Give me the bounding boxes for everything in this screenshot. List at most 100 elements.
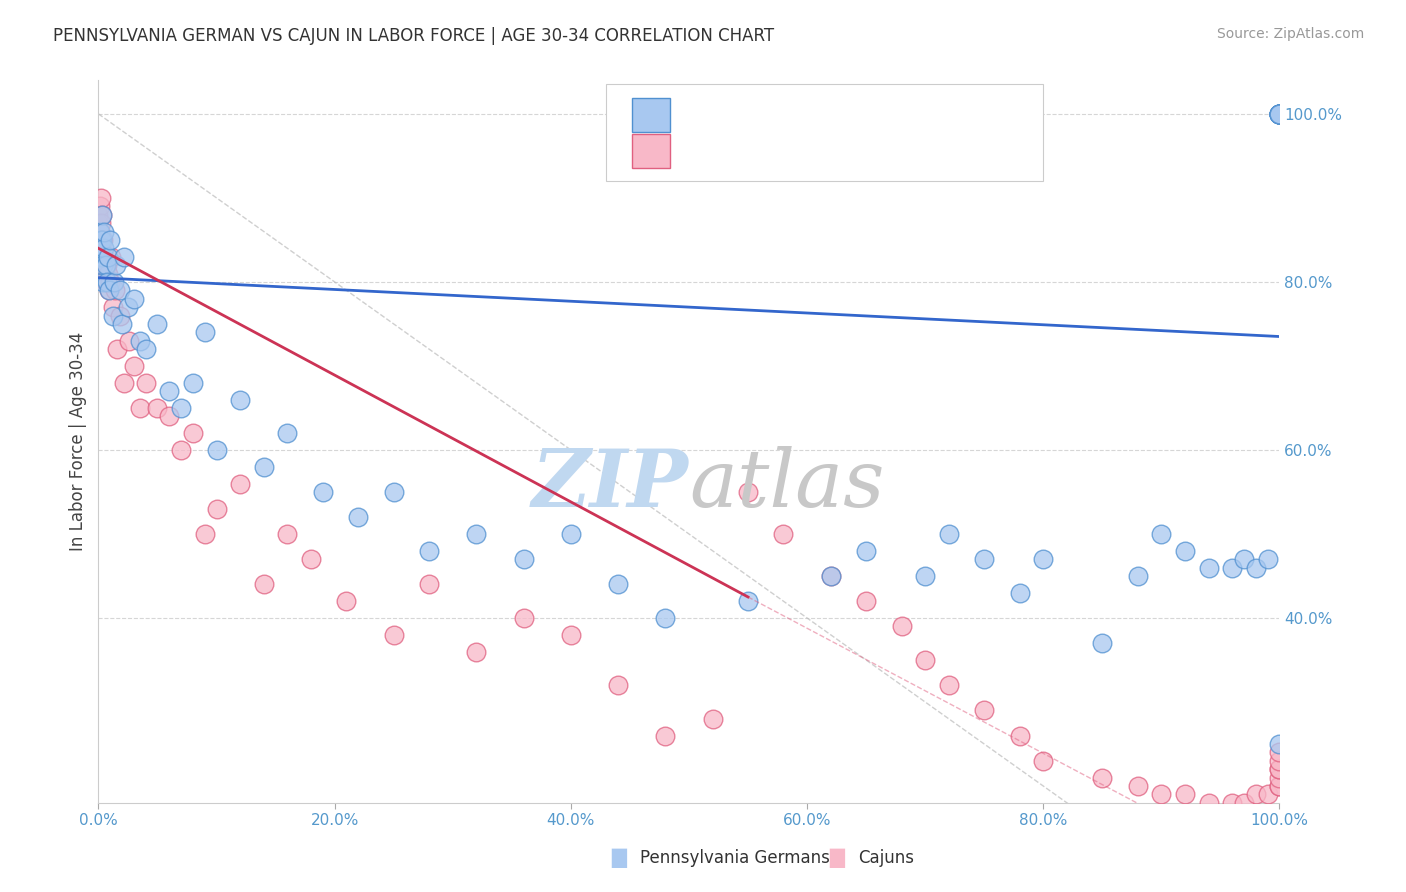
Point [87,208,110,222]
Point [108,283,131,297]
Point [1268,107,1291,121]
Point [1091,636,1114,650]
Point [1268,754,1291,768]
Point [96,258,118,272]
FancyBboxPatch shape [633,98,671,132]
Point [347,510,370,524]
Point [1244,560,1267,574]
Point [382,628,405,642]
Point [157,384,180,398]
Point [90,250,112,264]
Point [1150,788,1173,802]
Point [181,376,204,390]
Point [89,225,111,239]
Point [418,543,440,558]
Point [1268,745,1291,759]
Text: █: █ [830,848,844,868]
Point [93,267,115,281]
Point [96,275,118,289]
Point [512,611,534,625]
Point [112,250,135,264]
Point [607,678,630,692]
Point [89,241,111,255]
Point [205,501,228,516]
Point [146,317,169,331]
Text: N = 77: N = 77 [841,143,908,161]
Point [1268,737,1291,751]
Point [87,216,110,230]
Point [101,300,124,314]
Point [1268,771,1291,785]
Text: atlas: atlas [689,446,884,524]
Point [1198,796,1220,810]
Y-axis label: In Labor Force | Age 30-34: In Labor Force | Age 30-34 [69,332,87,551]
Point [1008,729,1031,743]
Point [105,258,128,272]
Point [90,216,112,230]
Point [1032,552,1054,566]
Point [512,552,534,566]
Point [654,611,676,625]
Point [105,342,128,356]
Point [112,376,135,390]
Point [205,442,228,457]
Point [890,619,912,633]
Point [101,309,124,323]
Point [820,569,842,583]
Point [1268,107,1291,121]
Point [91,250,114,264]
Point [93,241,115,255]
Point [104,283,127,297]
Text: █: █ [612,848,626,868]
Point [135,376,157,390]
Text: R = -0.064: R = -0.064 [685,106,790,124]
Text: R = -0.290: R = -0.290 [685,143,790,161]
Point [91,233,114,247]
Text: PENNSYLVANIA GERMAN VS CAJUN IN LABOR FORCE | AGE 30-34 CORRELATION CHART: PENNSYLVANIA GERMAN VS CAJUN IN LABOR FO… [53,27,775,45]
Point [111,317,134,331]
Point [170,442,193,457]
Point [91,208,114,222]
Point [938,678,960,692]
Point [94,275,117,289]
Point [91,258,114,272]
Point [253,459,276,474]
Point [97,267,120,281]
Point [1244,788,1267,802]
Point [103,275,125,289]
Point [465,644,488,658]
Point [157,409,180,424]
Point [128,401,150,415]
Point [299,552,322,566]
Point [98,233,121,247]
Text: Pennsylvania Germans: Pennsylvania Germans [640,849,830,867]
Point [90,191,112,205]
Point [98,283,121,297]
Point [1257,788,1279,802]
Point [1268,779,1291,793]
Point [1268,779,1291,793]
Text: N = 71: N = 71 [841,106,908,124]
Point [91,233,114,247]
Point [118,334,141,348]
Point [91,250,114,264]
Point [1268,107,1291,121]
Point [1268,107,1291,121]
Point [93,225,115,239]
Point [1126,779,1149,793]
Point [1220,560,1243,574]
Text: Cajuns: Cajuns [858,849,914,867]
Point [1198,560,1220,574]
Point [276,426,298,441]
Point [820,569,842,583]
Text: Source: ZipAtlas.com: Source: ZipAtlas.com [1216,27,1364,41]
Point [87,241,110,255]
Point [855,543,877,558]
Point [335,594,357,608]
Point [98,275,121,289]
Point [914,653,936,667]
Point [1268,107,1291,121]
Point [1233,552,1256,566]
Point [1268,107,1291,121]
Point [97,250,120,264]
